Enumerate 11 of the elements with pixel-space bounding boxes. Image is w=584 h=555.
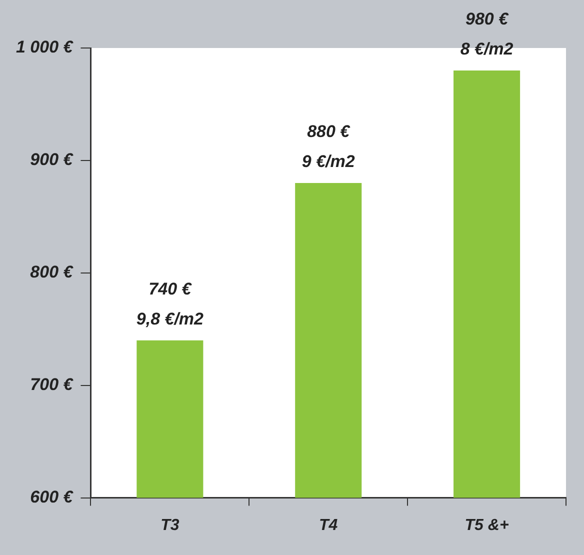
y-tick-label: 1 000 € bbox=[16, 38, 74, 57]
x-tick-label: T5 &+ bbox=[464, 516, 509, 534]
data-label: 740 € 9,8 €/m2 bbox=[136, 280, 204, 329]
y-tick-label: 600 € bbox=[30, 487, 74, 506]
x-tick-label: T3 bbox=[160, 516, 180, 534]
y-tick-label: 900 € bbox=[30, 150, 74, 170]
data-label: 880 € 9 €/m2 bbox=[302, 122, 356, 172]
data-label: 980 € 8 €/m2 bbox=[460, 10, 514, 59]
y-tick-label: 800 € bbox=[30, 262, 74, 282]
y-tick-label: 700 € bbox=[30, 375, 74, 394]
x-tick-label: T4 bbox=[319, 516, 338, 534]
